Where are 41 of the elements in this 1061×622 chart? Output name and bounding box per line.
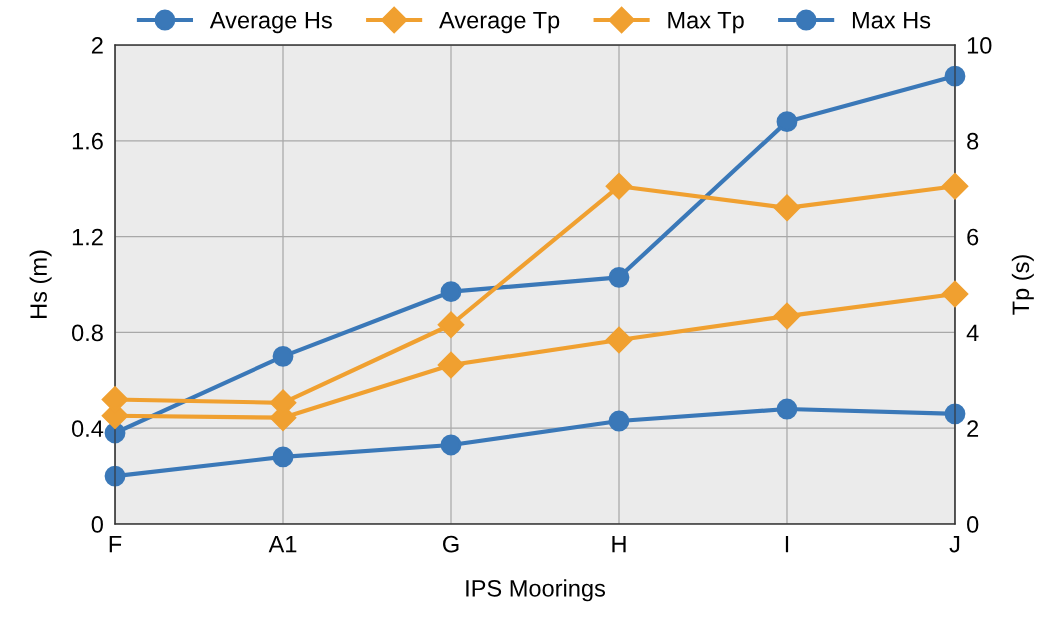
point [605,326,633,354]
point [437,351,465,379]
legend-label: Max Tp [668,12,744,34]
point [608,266,630,288]
x-tick-label: A1 [268,535,297,553]
x-axis-title: IPS Moorings [466,579,606,602]
y-axis-title: Hs (m) [29,250,52,318]
point [272,446,294,468]
legend-label: Average Tp [439,12,560,34]
point [440,434,462,456]
point [272,345,294,367]
point [776,111,798,133]
x-tick-label: H [612,535,626,553]
y2-tick-label: 0 [967,516,979,533]
y2-tick-label: 4 [966,324,979,341]
y2-axis-title: Tp (s) [1011,255,1034,315]
y-tick-label: 1.2 [72,228,103,246]
point [773,194,801,222]
y2-tick-label: 6 [967,228,979,246]
x-tick-label: G [443,535,459,553]
x-tick-label: I [785,535,789,553]
point [440,281,462,303]
point [605,173,633,200]
point [941,173,969,200]
point [941,280,969,308]
y-tick-label: 0 [91,516,103,533]
y2-tick-label: 2 [967,420,979,437]
y-tick-label: 0.8 [71,324,103,342]
y-tick-label: 2 [91,37,103,54]
y-tick-label: 1.6 [72,132,103,150]
point [437,311,465,338]
y-tick-label: 0.4 [71,420,104,437]
point [773,302,801,330]
legend-label: Average Hs [209,12,332,34]
x-tick-label: F [109,535,122,553]
point [608,410,630,432]
y2-tick-label: 8 [967,132,979,150]
legend-label: Max Hs [852,12,931,29]
x-tick-label: J [949,535,960,553]
point [776,398,798,420]
y2-tick-label: 10 [967,37,992,54]
